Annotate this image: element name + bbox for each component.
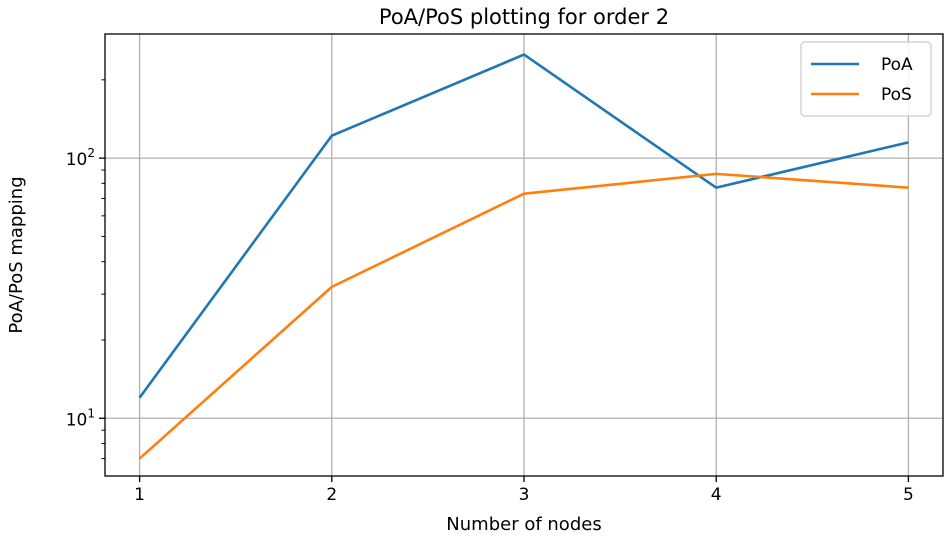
y-tick-label: 102: [66, 146, 95, 170]
x-tick-label: 4: [711, 485, 722, 505]
series-lines: [138, 53, 909, 460]
legend-label-pos: PoS: [881, 85, 912, 105]
x-tick-label: 1: [134, 485, 145, 505]
x-axis-label: Number of nodes: [446, 514, 601, 535]
legend-label-poa: PoA: [881, 55, 913, 75]
x-tick-label: 3: [519, 485, 530, 505]
axis-ticks: 1 2 3 4 5 101 102: [66, 79, 914, 505]
y-axis-label: PoA/PoS mapping: [6, 176, 27, 333]
x-tick-label: 5: [903, 485, 914, 505]
series-line-pos: [138, 172, 909, 460]
series-line-poa: [138, 53, 909, 399]
legend-box: [800, 41, 932, 117]
chart-title: PoA/PoS plotting for order 2: [379, 5, 669, 29]
legend: PoA PoS: [800, 41, 932, 117]
x-tick-label: 2: [326, 485, 337, 505]
y-tick-label: 101: [66, 406, 95, 430]
